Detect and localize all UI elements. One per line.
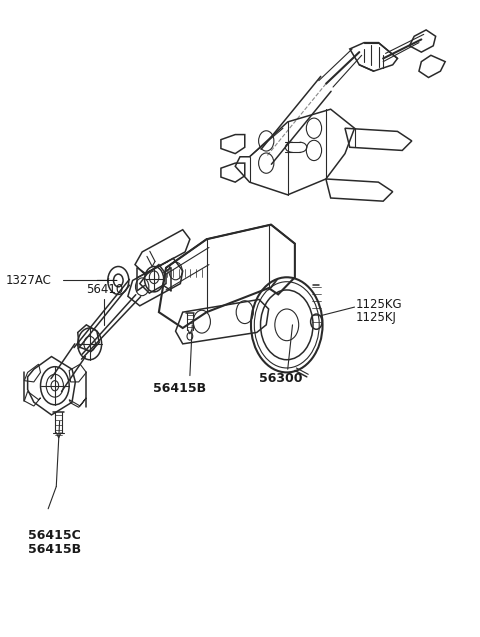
Text: 56415B: 56415B: [28, 543, 81, 557]
Text: 1125KG: 1125KG: [356, 298, 402, 311]
Text: 56415C: 56415C: [28, 529, 80, 542]
Text: 56415B: 56415B: [153, 382, 206, 395]
Text: 56410: 56410: [86, 283, 123, 296]
Text: 1125KJ: 1125KJ: [356, 311, 396, 324]
Text: 1327AC: 1327AC: [6, 274, 52, 287]
Text: 56300: 56300: [259, 372, 302, 385]
